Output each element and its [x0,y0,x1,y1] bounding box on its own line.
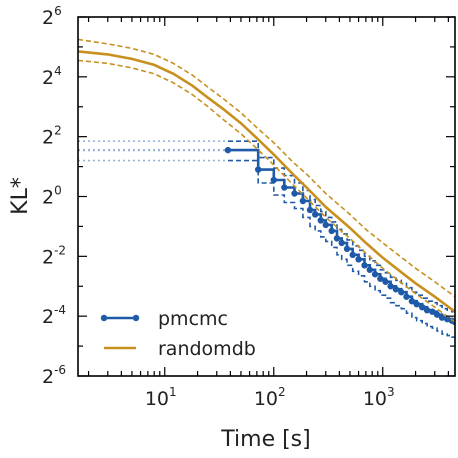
y-tick-label: 22 [42,124,62,149]
series-pmcmc-point [429,308,436,315]
series-pmcmc-point [224,146,232,154]
series-pmcmc-point [333,235,341,242]
x-axis-title: Time [s] [220,427,310,452]
series-pmcmc-point [270,176,277,184]
x-tick-label: 102 [254,385,286,410]
series-pmcmc-point [291,190,298,197]
series-pmcmc-point [387,283,394,290]
series-pmcmc-point [317,217,324,224]
series-pmcmc-point [377,275,384,282]
series-pmcmc-point [349,251,356,259]
series-randomdb [78,38,455,323]
x-tick-label: 101 [145,385,177,410]
series-pmcmc-median-line [228,148,455,323]
legend-label-pmcmc: pmcmc [158,308,228,330]
y-axis-title: KL* [8,177,33,215]
series-pmcmc [78,140,455,339]
series-pmcmc-point [311,211,319,218]
series-pmcmc-point [299,197,307,205]
legend-label-randomdb: randomdb [158,338,256,360]
legend-marker-pmcmc [132,314,140,322]
series-pmcmc-point [322,221,329,229]
series-pmcmc-point [413,301,420,308]
series-pmcmc-point [371,271,379,278]
series-pmcmc-point [403,293,410,300]
series-randomdb-lower-band [78,59,455,323]
x-tick-label: 103 [363,385,395,410]
series-pmcmc-point [343,245,351,253]
series-pmcmc-point [392,286,400,293]
series-pmcmc-point [438,314,446,321]
series-randomdb-upper-band [78,38,455,298]
series-pmcmc-point [255,166,262,173]
legend: pmcmc randomdb [100,308,256,360]
series-randomdb-median-line [78,50,455,313]
series-pmcmc-point [281,184,288,191]
series-pmcmc-point [338,239,345,247]
ticks-layer [78,16,455,377]
series-pmcmc-point [361,262,368,269]
y-tick-label: 26 [42,4,62,29]
series-pmcmc-point [398,289,405,296]
y-tick-label: 2-6 [42,363,66,388]
y-tick-label: 2-2 [42,243,66,268]
series-pmcmc-point [408,298,416,305]
series-pmcmc-point [366,266,373,273]
series-pmcmc-point [418,303,426,311]
series-pmcmc-point [328,227,335,235]
series-pmcmc-point [306,206,314,214]
series-pmcmc-point [433,311,441,318]
legend-marker-pmcmc [100,314,108,322]
y-tick-label: 24 [42,64,62,89]
labels-layer: 101 102 103 26 24 22 20 2-2 2-4 2-6 [42,4,395,410]
series-pmcmc-point [423,306,431,314]
y-tick-label: 20 [42,184,62,209]
series-pmcmc-point [355,256,362,263]
series-pmcmc-point [382,278,389,285]
plot-frame [77,16,456,377]
series-layer [78,38,455,339]
series-pmcmc-upper-band [228,140,455,314]
y-tick-label: 2-4 [42,303,66,328]
series-pmcmc-lower-band [228,159,455,339]
